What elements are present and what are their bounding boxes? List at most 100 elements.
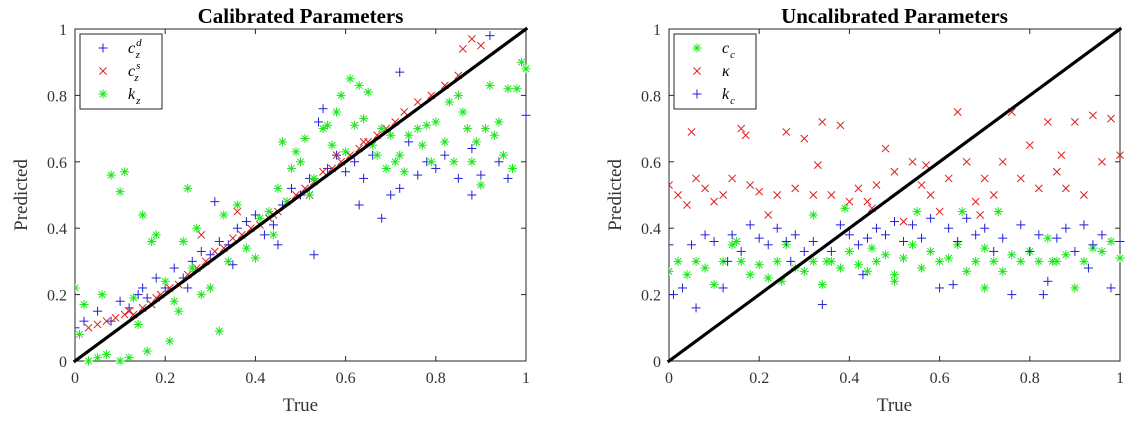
data-point — [458, 107, 468, 117]
data-point — [264, 207, 274, 217]
legend-superscript: d — [136, 37, 142, 49]
data-point — [980, 283, 990, 293]
data-point — [440, 137, 450, 147]
x-tick-label: 1 — [1116, 370, 1124, 387]
series-1 — [669, 203, 1125, 293]
data-point — [962, 213, 972, 223]
data-point — [976, 210, 985, 219]
data-point — [953, 108, 962, 116]
legend-marker-icon — [98, 89, 108, 99]
data-point — [826, 246, 836, 256]
data-point — [1025, 141, 1034, 150]
x-tick-label: 0.4 — [839, 370, 859, 387]
data-point — [1070, 283, 1080, 293]
data-point — [1115, 236, 1125, 246]
data-point — [440, 150, 450, 160]
data-point — [138, 210, 148, 220]
data-point — [1034, 184, 1043, 193]
data-point — [935, 283, 945, 293]
data-point — [1034, 256, 1044, 266]
data-point — [241, 217, 251, 227]
data-point — [980, 223, 990, 233]
data-point — [1043, 233, 1053, 243]
series-3 — [669, 213, 1125, 313]
data-point — [75, 323, 80, 333]
data-point — [1025, 246, 1035, 256]
data-point — [332, 151, 341, 160]
data-point — [835, 220, 845, 230]
data-point — [854, 184, 863, 193]
data-point — [962, 266, 972, 276]
data-point — [669, 240, 674, 250]
data-point — [232, 223, 242, 233]
data-point — [764, 210, 773, 219]
data-point — [196, 290, 206, 300]
data-point — [115, 356, 125, 366]
data-point — [844, 230, 854, 240]
data-point — [862, 266, 872, 276]
data-point — [1083, 263, 1093, 273]
data-point — [503, 84, 513, 94]
data-point — [1057, 151, 1066, 160]
data-point — [327, 140, 337, 150]
data-point — [178, 236, 188, 246]
data-point — [736, 246, 746, 256]
y-tick-label: 0.4 — [47, 221, 67, 238]
data-point — [476, 170, 486, 180]
data-point — [840, 203, 850, 213]
data-point — [345, 74, 355, 84]
data-point — [102, 349, 112, 359]
x-tick-label: 0.4 — [245, 370, 265, 387]
data-point — [453, 90, 463, 100]
data-point — [147, 236, 157, 246]
legend-symbol: c — [128, 40, 135, 57]
data-point — [205, 250, 215, 260]
legend-entry: cd z — [128, 37, 142, 61]
data-point — [926, 191, 935, 199]
data-point — [881, 144, 890, 153]
data-point — [727, 240, 737, 250]
data-point — [259, 230, 269, 240]
data-point — [727, 230, 737, 240]
data-point — [700, 230, 710, 240]
data-point — [858, 270, 868, 280]
data-point — [1079, 191, 1088, 199]
data-point — [372, 150, 382, 160]
data-point — [309, 173, 319, 183]
data-point — [97, 290, 107, 300]
x-axis-label: True — [877, 395, 912, 416]
data-point — [75, 329, 85, 339]
data-point — [169, 296, 179, 306]
x-tick-label: 0.6 — [336, 370, 356, 387]
data-point — [799, 266, 809, 276]
data-point — [75, 283, 80, 293]
data-point — [1106, 283, 1116, 293]
data-point — [111, 313, 120, 322]
data-point — [745, 270, 755, 280]
data-point — [669, 290, 679, 300]
data-point — [1079, 220, 1089, 230]
data-point — [142, 293, 152, 303]
data-point — [106, 170, 116, 180]
legend-subscript: z — [135, 95, 141, 107]
y-tick-label: 0.2 — [641, 288, 661, 305]
chart-title: Uncalibrated Parameters — [781, 4, 1008, 28]
data-point — [453, 173, 463, 183]
data-point — [183, 283, 193, 293]
x-tick-label: 1 — [522, 370, 530, 387]
data-point — [174, 306, 184, 316]
y-tick-label: 0.6 — [641, 155, 661, 172]
data-point — [471, 137, 481, 147]
data-point — [196, 246, 206, 256]
data-point — [341, 167, 351, 177]
data-point — [449, 157, 459, 167]
data-point — [79, 300, 89, 310]
data-point — [862, 233, 872, 243]
data-point — [926, 246, 936, 256]
data-point — [1097, 230, 1107, 240]
y-tick-label: 0.8 — [47, 88, 67, 105]
data-point — [286, 163, 296, 173]
data-point — [381, 163, 391, 173]
